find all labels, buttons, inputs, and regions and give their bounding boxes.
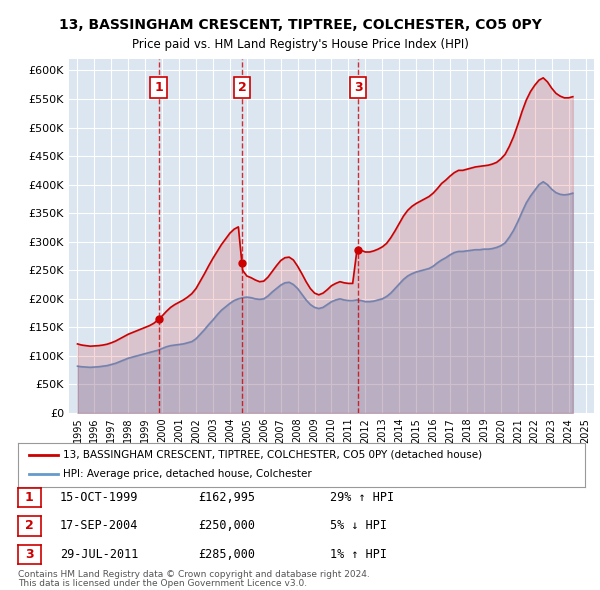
Text: HPI: Average price, detached house, Colchester: HPI: Average price, detached house, Colc… [64,470,312,479]
Text: 3: 3 [25,548,34,561]
Text: 1: 1 [154,81,163,94]
Text: 17-SEP-2004: 17-SEP-2004 [60,519,139,532]
Text: 1% ↑ HPI: 1% ↑ HPI [330,548,387,560]
Text: £250,000: £250,000 [198,519,255,532]
Text: 29-JUL-2011: 29-JUL-2011 [60,548,139,560]
Text: 29% ↑ HPI: 29% ↑ HPI [330,491,394,504]
Text: This data is licensed under the Open Government Licence v3.0.: This data is licensed under the Open Gov… [18,579,307,588]
Text: £162,995: £162,995 [198,491,255,504]
Text: 15-OCT-1999: 15-OCT-1999 [60,491,139,504]
Text: Price paid vs. HM Land Registry's House Price Index (HPI): Price paid vs. HM Land Registry's House … [131,38,469,51]
Text: 1: 1 [25,491,34,504]
Text: £285,000: £285,000 [198,548,255,560]
Text: 13, BASSINGHAM CRESCENT, TIPTREE, COLCHESTER, CO5 0PY (detached house): 13, BASSINGHAM CRESCENT, TIPTREE, COLCHE… [64,450,482,460]
Text: Contains HM Land Registry data © Crown copyright and database right 2024.: Contains HM Land Registry data © Crown c… [18,571,370,579]
Text: 13, BASSINGHAM CRESCENT, TIPTREE, COLCHESTER, CO5 0PY: 13, BASSINGHAM CRESCENT, TIPTREE, COLCHE… [59,18,541,32]
Text: 2: 2 [238,81,246,94]
Text: 3: 3 [354,81,362,94]
Text: 2: 2 [25,519,34,533]
Text: 5% ↓ HPI: 5% ↓ HPI [330,519,387,532]
